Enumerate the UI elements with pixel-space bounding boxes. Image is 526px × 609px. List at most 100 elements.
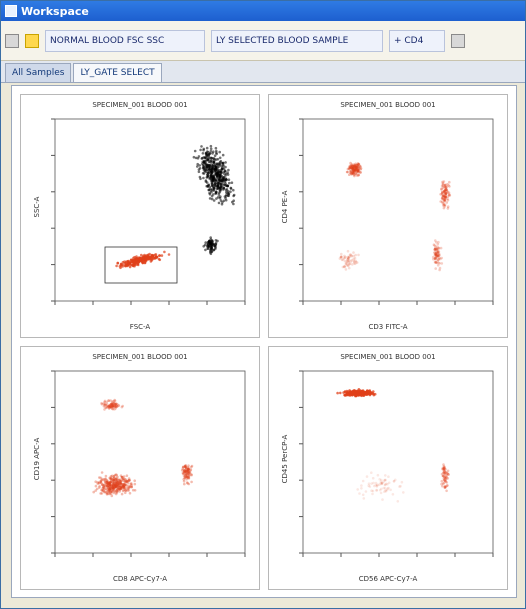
plot-panel-cd56-cd45[interactable]: SPECIMEN_001 BLOOD 001 CD45 PerCP-A CD56… (268, 346, 508, 590)
event-dot (105, 484, 109, 487)
event-dot (183, 476, 187, 479)
plot-title: SPECIMEN_001 BLOOD 001 (92, 101, 188, 109)
event-dot (189, 469, 192, 472)
event-dot (349, 393, 353, 396)
event-dot (117, 404, 120, 408)
event-dot (376, 483, 379, 486)
menu-icon[interactable] (5, 33, 19, 48)
event-dot (442, 200, 446, 203)
event-dot (355, 166, 358, 169)
x-axis-label: CD8 APC-Cy7-A (112, 575, 168, 583)
event-dot (448, 180, 451, 184)
event-dot (133, 479, 136, 482)
event-dot (104, 487, 108, 491)
event-dot (119, 482, 123, 486)
event-dot (122, 486, 126, 490)
event-dot (434, 252, 437, 256)
event-dot (339, 256, 343, 259)
event-dot (114, 481, 118, 485)
event-dot (206, 247, 209, 250)
event-dot (108, 482, 112, 486)
event-dot (216, 172, 220, 176)
event-dot (443, 476, 446, 480)
tab-ly-gate-select[interactable]: LY_GATE SELECT (73, 63, 162, 82)
event-dot (226, 184, 229, 188)
event-dot (434, 253, 437, 256)
event-dot (442, 180, 446, 183)
event-dot (154, 253, 158, 256)
event-dot (352, 171, 355, 175)
event-dot (109, 399, 112, 402)
app-icon (5, 5, 17, 17)
event-dot (346, 255, 349, 259)
event-dot (348, 173, 351, 176)
event-dot (112, 481, 116, 484)
event-dot (368, 485, 372, 488)
event-dot (445, 484, 449, 487)
event-dot (100, 489, 104, 492)
event-dot (111, 407, 115, 411)
event-dot (438, 254, 441, 257)
event-dot (444, 183, 447, 187)
event-dot (125, 480, 128, 483)
event-dot (435, 241, 438, 244)
plot-title: SPECIMEN_001 BLOOD 001 (92, 353, 188, 361)
folder-icon[interactable] (25, 33, 39, 48)
event-dot (100, 471, 104, 474)
plot-canvas (51, 118, 246, 305)
event-dot (443, 472, 446, 476)
event-dot (188, 472, 191, 475)
event-dot (126, 487, 130, 491)
event-dot (113, 403, 117, 406)
event-dot (342, 257, 346, 260)
event-dot (345, 263, 349, 266)
event-dot (352, 171, 355, 175)
scroll-right-icon[interactable] (451, 33, 465, 48)
event-dot (95, 487, 99, 491)
event-dot (352, 166, 355, 170)
event-dot (212, 161, 215, 164)
toolbar-button-cd4[interactable]: + CD4 (389, 29, 445, 52)
event-dot (440, 192, 444, 195)
toolbar-button-normal-blood[interactable]: NORMAL BLOOD FSC SSC (45, 29, 205, 52)
toolbar-button-ly-selected[interactable]: LY SELECTED BLOOD SAMPLE (211, 29, 383, 52)
event-dot (104, 485, 107, 488)
event-dot (108, 404, 111, 407)
event-dot (185, 471, 189, 474)
event-dot (434, 254, 438, 257)
event-dot (433, 257, 437, 261)
event-dot (121, 263, 125, 266)
event-dot (360, 487, 363, 490)
event-dot (380, 481, 384, 485)
event-dot (359, 167, 363, 170)
event-dot (350, 167, 354, 171)
event-dot (355, 168, 359, 171)
event-dot (98, 476, 101, 479)
event-dot (433, 260, 437, 264)
event-dot (208, 168, 211, 171)
event-dot (115, 405, 118, 409)
tab-all-samples[interactable]: All Samples (5, 63, 72, 82)
event-dot (348, 253, 352, 257)
event-dot (433, 251, 436, 254)
event-dot (351, 164, 354, 168)
event-dot (349, 166, 352, 169)
event-dot (339, 391, 342, 395)
event-dot (103, 408, 106, 411)
plot-panel-cd3-cd4[interactable]: SPECIMEN_001 BLOOD 001 CD4 PE-A CD3 FITC… (268, 94, 508, 338)
event-dot (224, 189, 228, 192)
event-dot (436, 264, 440, 267)
plot-panel-fsc-ssc[interactable]: SPECIMEN_001 BLOOD 001 SSC-A FSC-A (20, 94, 260, 338)
event-dot (96, 482, 99, 485)
event-dot (114, 492, 118, 496)
event-dot (112, 484, 115, 487)
event-dot (354, 166, 358, 169)
event-dot (113, 407, 116, 411)
event-dot (154, 255, 158, 259)
event-dot (443, 189, 446, 192)
event-dot (98, 485, 101, 488)
event-dot (447, 193, 451, 197)
event-dot (119, 488, 122, 491)
event-dot (189, 468, 193, 471)
plot-panel-cd8-cd19[interactable]: SPECIMEN_001 BLOOD 001 CD19 APC-A CD8 AP… (20, 346, 260, 590)
